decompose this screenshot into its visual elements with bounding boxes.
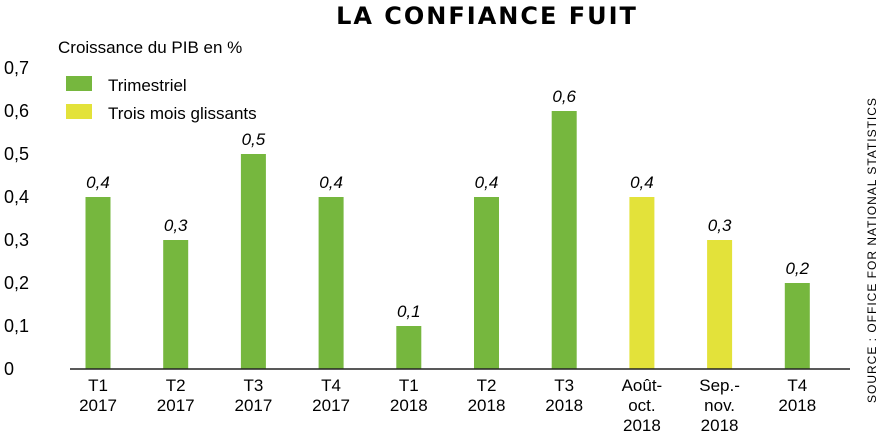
y-tick-label: 0,7 bbox=[4, 58, 29, 78]
bar bbox=[784, 283, 810, 369]
data-label: 0,4 bbox=[475, 173, 499, 192]
y-tick-label: 0,6 bbox=[4, 101, 29, 121]
bar bbox=[85, 197, 111, 369]
data-label: 0,3 bbox=[164, 216, 188, 235]
bar bbox=[240, 154, 266, 369]
x-axis-labels: T1 2017 T2 2017 T3 2017 T4 2017 T1 2018 T2 2018 T3 20… bbox=[79, 376, 816, 435]
y-axis: 0 0,1 0,2 0,3 0,4 0,5 0,6 0,7 bbox=[4, 58, 29, 379]
x-tick-label: Août-oct. 2018 bbox=[622, 376, 663, 435]
data-label: 0,4 bbox=[630, 173, 654, 192]
y-axis-label: Croissance du PIB en % bbox=[58, 38, 242, 57]
data-label: 0,4 bbox=[86, 173, 110, 192]
data-label: 0,2 bbox=[785, 259, 809, 278]
x-tick-label: T3 2017 bbox=[234, 376, 272, 415]
y-tick-label: 0,2 bbox=[4, 273, 29, 293]
x-tick-label: T2 2018 bbox=[468, 376, 506, 415]
legend-swatch-trois-mois bbox=[66, 104, 92, 119]
x-tick-label: T1 2018 bbox=[390, 376, 428, 415]
x-tick-label: Sep.-nov. 2018 bbox=[699, 376, 740, 435]
bar bbox=[318, 197, 344, 369]
x-tick-label: T1 2017 bbox=[79, 376, 117, 415]
data-label: 0,1 bbox=[397, 302, 421, 321]
legend: Trimestriel Trois mois glissants bbox=[66, 76, 257, 123]
bar bbox=[396, 326, 422, 369]
y-tick-label: 0,5 bbox=[4, 144, 29, 164]
bar bbox=[707, 240, 733, 369]
x-tick-label: T2 2017 bbox=[157, 376, 195, 415]
y-tick-label: 0 bbox=[4, 359, 14, 379]
x-tick-label: T4 2018 bbox=[778, 376, 816, 415]
data-label: 0,6 bbox=[552, 87, 576, 106]
legend-label-trois-mois: Trois mois glissants bbox=[108, 104, 257, 123]
bar bbox=[163, 240, 189, 369]
bar bbox=[474, 197, 499, 369]
y-tick-label: 0,4 bbox=[4, 187, 29, 207]
x-tick-label: T4 2017 bbox=[312, 376, 350, 415]
data-label: 0,3 bbox=[708, 216, 732, 235]
y-tick-label: 0,3 bbox=[4, 230, 29, 250]
legend-label-trimestriel: Trimestriel bbox=[108, 76, 187, 95]
source-note: SOURCE : OFFICE FOR NATIONAL STATISTICS bbox=[865, 97, 879, 403]
bar bbox=[551, 111, 577, 369]
y-tick-label: 0,1 bbox=[4, 316, 29, 336]
chart-title: LA CONFIANCE FUIT bbox=[336, 2, 638, 30]
legend-swatch-trimestriel bbox=[66, 76, 92, 91]
value-labels: 0,4 0,3 0,5 0,4 0,1 0,4 0,6 0,4 0,3 0,2 bbox=[86, 87, 809, 321]
bars bbox=[85, 111, 810, 369]
bar bbox=[629, 197, 655, 369]
data-label: 0,5 bbox=[242, 130, 266, 149]
x-tick-label: T3 2018 bbox=[545, 376, 583, 415]
data-label: 0,4 bbox=[319, 173, 343, 192]
